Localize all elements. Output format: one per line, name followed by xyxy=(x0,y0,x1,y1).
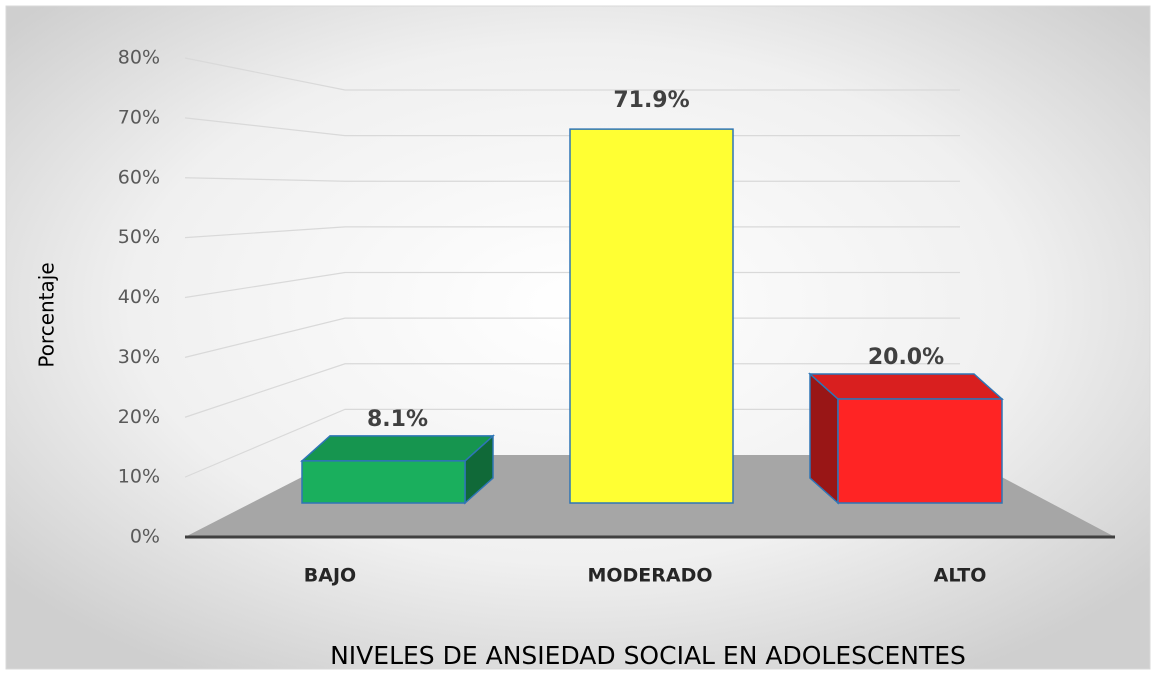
y-axis-label: Porcentaje xyxy=(35,262,59,367)
x-tick-label: MODERADO xyxy=(587,565,712,587)
bar-top xyxy=(808,373,1004,400)
y-tick-label: 10% xyxy=(118,466,160,488)
grid-line xyxy=(184,408,960,478)
y-tick-label: 20% xyxy=(118,406,160,428)
x-axis-label: NIVELES DE ANSIEDAD SOCIAL EN ADOLESCENT… xyxy=(330,641,966,670)
y-tick-label: 30% xyxy=(118,346,160,368)
y-tick-label: 60% xyxy=(118,166,160,188)
bar xyxy=(837,398,1003,504)
value-label: 20.0% xyxy=(868,345,944,370)
x-tick-label: BAJO xyxy=(304,565,356,587)
value-label: 71.9% xyxy=(613,88,689,113)
grid-line xyxy=(184,317,960,358)
bar xyxy=(569,128,734,504)
grid-line xyxy=(184,363,960,418)
grid-line xyxy=(184,57,960,91)
y-tick-label: 80% xyxy=(118,47,160,69)
x-tick-label: ALTO xyxy=(934,565,987,587)
bar-top xyxy=(300,435,495,462)
bar xyxy=(301,460,466,504)
grid-line xyxy=(184,226,960,239)
value-label: 8.1% xyxy=(367,407,428,432)
grid-line xyxy=(184,271,960,299)
grid-line xyxy=(184,177,960,182)
y-tick-label: 0% xyxy=(130,526,160,548)
y-tick-label: 50% xyxy=(118,226,160,248)
y-tick-label: 40% xyxy=(118,286,160,308)
grid-line xyxy=(184,117,960,137)
y-tick-label: 70% xyxy=(118,106,160,128)
